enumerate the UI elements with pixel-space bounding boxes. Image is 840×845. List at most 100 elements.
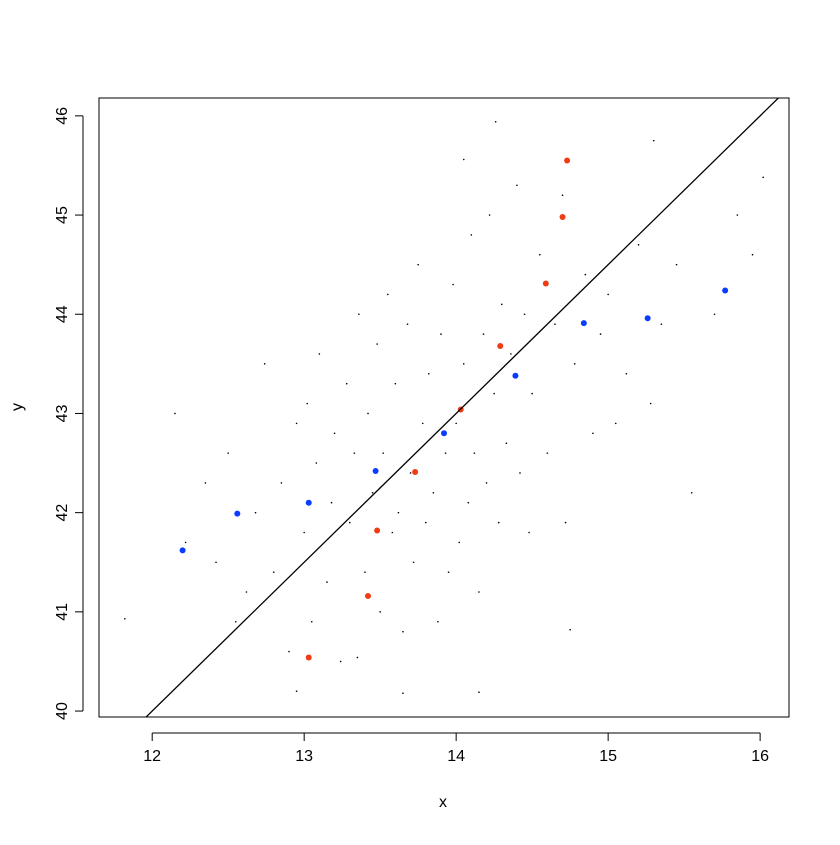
point	[326, 581, 328, 583]
point	[245, 591, 248, 593]
y-tick-label: 40	[54, 702, 71, 720]
point	[644, 315, 651, 322]
point	[478, 591, 480, 593]
point	[512, 372, 519, 379]
y-tick-label: 46	[54, 107, 71, 125]
point	[637, 244, 640, 246]
y-tick-label: 44	[54, 305, 71, 323]
point	[318, 353, 321, 355]
point	[531, 392, 533, 395]
point	[516, 184, 518, 187]
point	[364, 571, 366, 573]
point	[546, 452, 549, 454]
point	[174, 412, 176, 415]
point	[519, 472, 521, 474]
point	[424, 521, 427, 524]
point	[365, 592, 372, 599]
point	[397, 511, 400, 514]
point	[254, 511, 257, 514]
point	[649, 402, 652, 405]
point	[542, 280, 549, 287]
point	[179, 547, 186, 554]
point	[412, 561, 415, 564]
point	[452, 283, 454, 286]
point	[432, 492, 435, 494]
point	[625, 372, 628, 375]
y-tick-label: 41	[54, 603, 71, 621]
point	[371, 492, 374, 494]
point	[280, 482, 283, 484]
point	[417, 263, 419, 266]
y-tick-label: 45	[54, 206, 71, 224]
x-tick-label: 15	[599, 748, 617, 765]
point	[263, 363, 266, 365]
point	[462, 158, 465, 161]
x-tick-label: 14	[447, 748, 465, 765]
point	[690, 492, 693, 494]
point	[592, 432, 594, 435]
point	[124, 617, 126, 620]
point	[305, 499, 312, 506]
point	[310, 620, 313, 623]
point	[440, 333, 442, 335]
point	[356, 656, 359, 659]
point	[330, 501, 333, 504]
point	[333, 432, 336, 435]
point	[204, 482, 207, 484]
point	[488, 214, 491, 216]
point	[441, 430, 447, 437]
point	[482, 333, 485, 335]
point	[497, 521, 500, 524]
point	[458, 541, 460, 544]
point	[559, 214, 566, 221]
y-tick-label: 42	[54, 504, 71, 522]
point	[497, 342, 504, 349]
point	[215, 561, 217, 564]
point	[295, 422, 298, 425]
point	[523, 313, 526, 316]
point	[288, 650, 290, 653]
point	[569, 628, 571, 631]
point	[652, 139, 655, 142]
point	[382, 452, 385, 454]
point	[462, 363, 465, 365]
point	[607, 293, 609, 296]
point	[470, 234, 473, 236]
point	[367, 412, 369, 415]
point	[528, 531, 530, 534]
point	[184, 541, 187, 544]
x-tick-label: 13	[295, 748, 313, 765]
point	[467, 501, 470, 504]
point	[303, 531, 305, 534]
point	[505, 442, 508, 445]
point	[421, 422, 424, 425]
point	[554, 323, 556, 325]
point	[306, 402, 309, 405]
point	[762, 176, 764, 179]
point	[573, 363, 576, 365]
point	[564, 157, 571, 164]
point	[437, 620, 439, 623]
point	[494, 121, 497, 123]
point	[353, 452, 356, 454]
fit-line	[145, 98, 780, 717]
point	[428, 372, 430, 375]
point	[227, 452, 229, 454]
point	[409, 472, 412, 474]
point	[348, 521, 351, 524]
point	[295, 690, 298, 693]
point	[580, 320, 587, 327]
x-tick-label: 12	[143, 748, 161, 765]
point	[713, 313, 716, 316]
point	[339, 660, 342, 663]
point	[402, 692, 404, 694]
point	[500, 303, 503, 306]
y-axis-title: y	[9, 403, 26, 411]
point	[561, 194, 564, 197]
x-axis-title: x	[439, 794, 447, 811]
point	[345, 382, 348, 385]
point	[234, 620, 237, 623]
point	[447, 571, 450, 573]
point	[584, 273, 587, 276]
